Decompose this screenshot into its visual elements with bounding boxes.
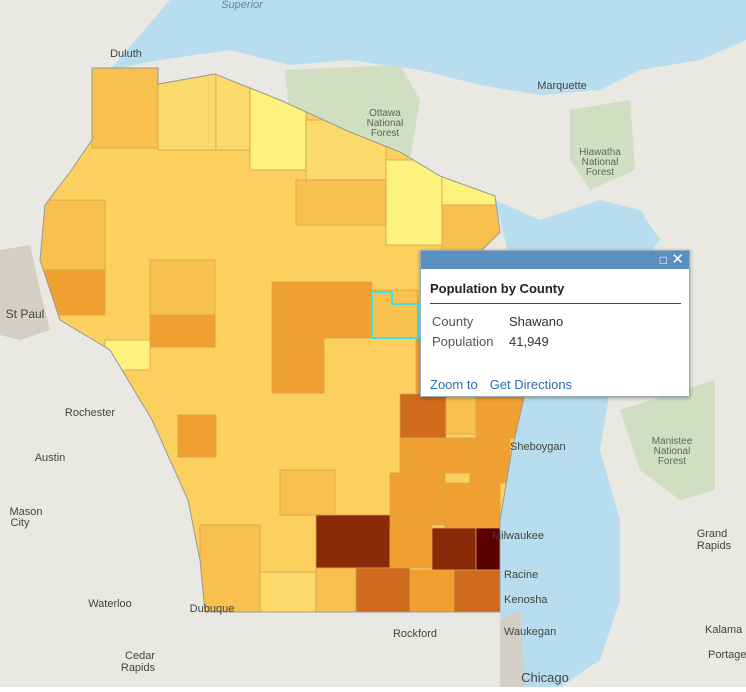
- county: [453, 569, 507, 612]
- place-label: Superior: [221, 0, 264, 11]
- place-label: City: [11, 517, 30, 529]
- place-label: Marquette: [537, 80, 587, 92]
- place-label: Rapids: [697, 540, 732, 552]
- county: [389, 524, 433, 569]
- county: [271, 337, 325, 394]
- place-label: Milwaukee: [492, 530, 544, 542]
- place-label: National: [654, 446, 691, 457]
- field-label: Population: [432, 334, 494, 349]
- place-label: Forest: [586, 167, 615, 178]
- urban-area: [0, 245, 50, 340]
- place-label: National: [367, 118, 404, 129]
- county: [444, 482, 501, 529]
- popup-header: □ ✕: [421, 251, 689, 269]
- county: [149, 314, 216, 348]
- county: [177, 414, 217, 458]
- place-label: Manistee: [652, 436, 693, 447]
- county: [371, 289, 419, 339]
- forest-area: [620, 380, 715, 500]
- close-button[interactable]: ✕: [671, 251, 684, 268]
- county: [385, 159, 443, 246]
- popup-actions: Zoom to Get Directions: [430, 377, 584, 392]
- county: [389, 472, 446, 526]
- place-label: Austin: [35, 452, 66, 464]
- place-label: Chicago: [521, 670, 569, 685]
- place-label: Mason: [9, 506, 42, 518]
- urban-area: [500, 610, 525, 687]
- place-label: Kalama: [705, 624, 743, 636]
- place-label: Rapids: [121, 662, 156, 674]
- place-label: Grand: [697, 528, 728, 540]
- popup: □ ✕ Population by County County Shawano P…: [420, 250, 690, 397]
- place-label: Duluth: [110, 48, 142, 60]
- county: [469, 437, 511, 484]
- place-label: Waterloo: [88, 598, 132, 610]
- county: [199, 524, 261, 612]
- place-label: Racine: [504, 569, 538, 581]
- place-labels: Superior Duluth Marquette Ottawa Nationa…: [6, 0, 746, 685]
- county: [271, 281, 373, 339]
- place-label: Hiawatha: [579, 147, 621, 158]
- place-label: Portage: [708, 649, 746, 661]
- county: [409, 569, 455, 612]
- forest-area: [570, 100, 635, 190]
- zoom-to-link[interactable]: Zoom to: [430, 377, 478, 392]
- county: [315, 514, 391, 569]
- field-value: 41,949: [509, 334, 549, 349]
- place-label: Waukegan: [504, 626, 556, 638]
- attribute-row: County Shawano: [429, 312, 567, 332]
- field-label: County: [432, 314, 474, 329]
- place-label: Kenosha: [504, 594, 548, 606]
- county: [431, 527, 477, 571]
- attribute-row: Population 41,949: [429, 332, 567, 352]
- popup-title: Population by County: [430, 281, 681, 304]
- county: [40, 199, 106, 271]
- county: [295, 179, 387, 226]
- county: [399, 437, 471, 474]
- place-label: Forest: [658, 456, 687, 467]
- place-label: Dubuque: [190, 603, 235, 615]
- forest-label: Ottawa National Forest Hiawatha National…: [367, 108, 693, 467]
- county: [399, 393, 447, 439]
- place-label: Forest: [371, 128, 400, 139]
- place-label: Rockford: [393, 628, 437, 640]
- state-outline: [39, 67, 529, 613]
- field-value: Shawano: [509, 314, 564, 329]
- attribute-table: County Shawano Population 41,949: [429, 312, 567, 352]
- county: [315, 567, 357, 612]
- place-label: Cedar: [125, 650, 155, 662]
- county: [91, 68, 159, 149]
- lake-superior: [110, 0, 746, 95]
- county: [259, 571, 317, 612]
- county: [279, 469, 336, 516]
- place-label: St Paul: [6, 307, 45, 321]
- maximize-button[interactable]: □: [659, 253, 667, 267]
- county: [445, 393, 477, 435]
- place-label: Ottawa: [369, 108, 401, 119]
- place-label: Sheboygan: [510, 441, 566, 453]
- directions-link[interactable]: Get Directions: [489, 377, 573, 392]
- selected-county: [371, 291, 419, 339]
- county: [355, 567, 411, 612]
- place-label: National: [582, 157, 619, 168]
- county: [149, 259, 216, 316]
- place-label: Rochester: [65, 407, 115, 419]
